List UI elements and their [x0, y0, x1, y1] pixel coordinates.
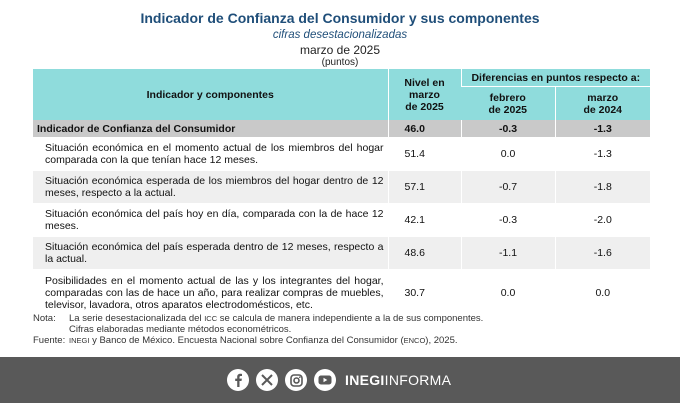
row-feb: -1.1 — [460, 236, 555, 270]
note-abbr: icc — [204, 314, 218, 323]
summary-label: Indicador de Confianza del Consumidor — [33, 120, 388, 138]
header-mar-l2: de 2024 — [583, 103, 623, 116]
inegi-informa-logo[interactable]: INEGIINFORMA — [345, 372, 451, 388]
brand-light: INFORMA — [384, 372, 452, 388]
row-feb: 0.0 — [460, 137, 555, 171]
header-level-l1: Nivel en — [404, 76, 445, 89]
report-subtitle: cifras desestacionalizadas — [272, 29, 408, 41]
source-text-a: y Banco de México. Encuesta Nacional sob… — [92, 335, 404, 346]
summary-row: Indicador de Confianza del Consumidor 46… — [33, 120, 651, 138]
note-text-a: La serie desestacionalizada del — [69, 313, 202, 324]
report-date: marzo de 2025 — [299, 43, 381, 57]
row-feb: 0.0 — [460, 269, 555, 317]
table-row: Situación económica del país esperada de… — [33, 236, 651, 270]
header-level-l3: de 2025 — [405, 100, 444, 113]
note-text-2: Cifras elaboradas mediante métodos econo… — [69, 324, 292, 335]
report-units: (puntos) — [321, 57, 359, 68]
footer-bar: INEGIINFORMA — [0, 357, 680, 403]
header-feb: febrero de 2025 — [461, 86, 555, 120]
header-mar-l1: marzo — [587, 91, 619, 104]
report-title: Indicador de Confianza del Consumidor y … — [140, 10, 540, 26]
social-links: INEGIINFORMA — [227, 367, 451, 393]
summary-level: 46.0 — [387, 120, 461, 138]
row-level: 42.1 — [387, 203, 461, 237]
note-line-2: Cifras elaboradas mediante métodos econo… — [33, 324, 633, 335]
row-label: Situación económica del país hoy en día,… — [33, 203, 388, 237]
header-indicator: Indicador y componentes — [33, 69, 388, 120]
table-row: Posibilidades en el momento actual de la… — [33, 269, 651, 317]
source-label: Fuente: — [33, 335, 66, 346]
indicator-table: Indicador y componentes Nivel en marzo d… — [33, 69, 651, 317]
header-diff: Diferencias en puntos respecto a: — [460, 69, 651, 87]
table-row: Situación económica esperada de los miem… — [33, 170, 651, 204]
x-icon[interactable] — [256, 369, 278, 391]
row-mar: 0.0 — [554, 269, 651, 317]
note-line-1: Nota: La serie desestacionalizada del icc… — [33, 313, 633, 324]
instagram-icon[interactable] — [285, 369, 307, 391]
row-mar: -1.6 — [554, 236, 651, 270]
row-label: Situación económica esperada de los miem… — [33, 170, 388, 204]
brand-bold: INEGI — [345, 372, 385, 388]
note-label: Nota: — [33, 313, 56, 324]
row-level: 48.6 — [387, 236, 461, 270]
row-feb: -0.3 — [460, 203, 555, 237]
table-notes: Nota: La serie desestacionalizada del icc… — [33, 313, 633, 346]
summary-mar: -1.3 — [554, 120, 651, 138]
header-feb-l1: febrero — [489, 91, 526, 104]
row-level: 51.4 — [387, 137, 461, 171]
row-feb: -0.7 — [460, 170, 555, 204]
row-level: 57.1 — [387, 170, 461, 204]
header-feb-l2: de 2025 — [488, 103, 528, 116]
row-mar: -2.0 — [554, 203, 651, 237]
source-abbr-2: enco — [403, 336, 426, 345]
facebook-icon[interactable] — [227, 369, 249, 391]
row-label: Situación económica en el momento actual… — [33, 137, 388, 171]
row-label: Situación económica del país esperada de… — [33, 236, 388, 270]
row-mar: -1.8 — [554, 170, 651, 204]
youtube-icon[interactable] — [314, 369, 336, 391]
header-level: Nivel en marzo de 2025 — [387, 69, 461, 120]
note-text-b: se calcula de manera independiente a la … — [219, 313, 484, 324]
table-row: Situación económica del país hoy en día,… — [33, 203, 651, 237]
table-row: Situación económica en el momento actual… — [33, 137, 651, 171]
summary-feb: -0.3 — [460, 120, 555, 138]
header-level-l2: marzo — [409, 88, 440, 101]
source-abbr-1: inegi — [69, 336, 90, 345]
row-label: Posibilidades en el momento actual de la… — [33, 269, 388, 317]
row-mar: -1.3 — [554, 137, 651, 171]
source-text-b: ), 2025. — [425, 335, 458, 346]
row-level: 30.7 — [387, 269, 461, 317]
source-line: Fuente: inegi y Banco de México. Encuesta… — [33, 335, 633, 346]
header-mar: marzo de 2024 — [554, 86, 651, 120]
